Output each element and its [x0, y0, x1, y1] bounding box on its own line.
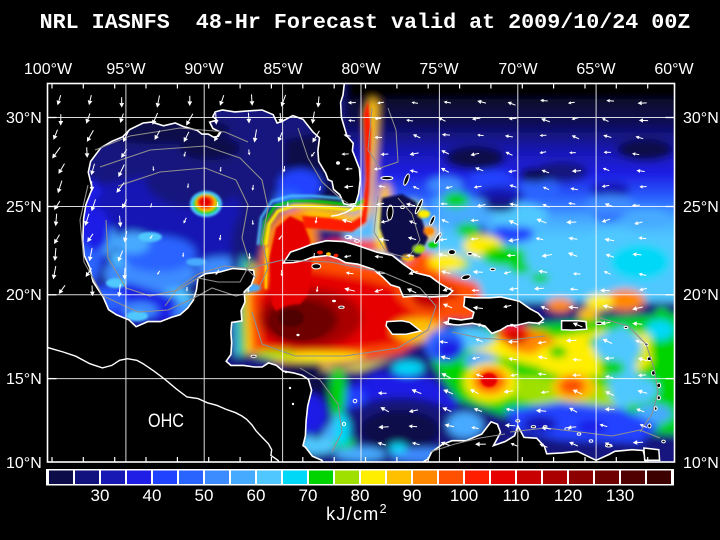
svg-text:85°W: 85°W	[263, 61, 303, 78]
svg-text:90°W: 90°W	[184, 61, 224, 78]
svg-text:NRL IASNFS 48-Hr Forecast val: NRL IASNFS 48-Hr Forecast valid at 2009/…	[40, 10, 691, 35]
svg-text:110: 110	[502, 486, 529, 505]
svg-text:kJ/cm2: kJ/cm2	[326, 502, 388, 524]
svg-text:70°W: 70°W	[498, 61, 538, 78]
svg-text:OHC: OHC	[148, 410, 184, 432]
svg-text:60°W: 60°W	[654, 61, 694, 78]
svg-text:75°W: 75°W	[419, 61, 459, 78]
svg-text:95°W: 95°W	[106, 61, 146, 78]
svg-text:100: 100	[450, 486, 478, 505]
svg-text:70: 70	[299, 486, 318, 505]
svg-text:60: 60	[247, 486, 266, 505]
svg-text:30°N: 30°N	[683, 110, 719, 127]
svg-text:50: 50	[195, 486, 214, 505]
svg-text:65°W: 65°W	[576, 61, 616, 78]
svg-text:120: 120	[554, 486, 582, 505]
svg-text:20°N: 20°N	[6, 287, 42, 304]
svg-text:80°W: 80°W	[341, 61, 381, 78]
svg-text:25°N: 25°N	[6, 199, 42, 216]
svg-text:20°N: 20°N	[683, 287, 719, 304]
svg-text:130: 130	[606, 486, 634, 505]
svg-text:15°N: 15°N	[6, 371, 42, 388]
svg-text:40: 40	[143, 486, 162, 505]
svg-text:30: 30	[91, 486, 110, 505]
svg-text:80: 80	[351, 486, 370, 505]
svg-text:15°N: 15°N	[683, 371, 719, 388]
svg-text:90: 90	[403, 486, 422, 505]
svg-text:25°N: 25°N	[683, 199, 719, 216]
svg-text:10°N: 10°N	[6, 455, 42, 472]
svg-text:100°W: 100°W	[24, 61, 73, 78]
svg-text:30°N: 30°N	[6, 110, 42, 127]
svg-text:10°N: 10°N	[683, 455, 719, 472]
